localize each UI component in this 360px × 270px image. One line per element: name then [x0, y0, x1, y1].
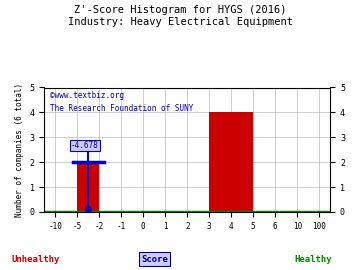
- Text: Unhealthy: Unhealthy: [12, 255, 60, 264]
- Text: Z'-Score Histogram for HYGS (2016)
Industry: Heavy Electrical Equipment: Z'-Score Histogram for HYGS (2016) Indus…: [68, 5, 292, 27]
- Text: The Research Foundation of SUNY: The Research Foundation of SUNY: [50, 104, 193, 113]
- Text: -4.678: -4.678: [71, 141, 99, 150]
- Y-axis label: Number of companies (6 total): Number of companies (6 total): [15, 83, 24, 217]
- Text: Score: Score: [141, 255, 168, 264]
- Text: ©www.textbiz.org: ©www.textbiz.org: [50, 91, 124, 100]
- Bar: [209, 112, 253, 212]
- Text: Healthy: Healthy: [294, 255, 332, 264]
- Bar: [77, 162, 99, 212]
